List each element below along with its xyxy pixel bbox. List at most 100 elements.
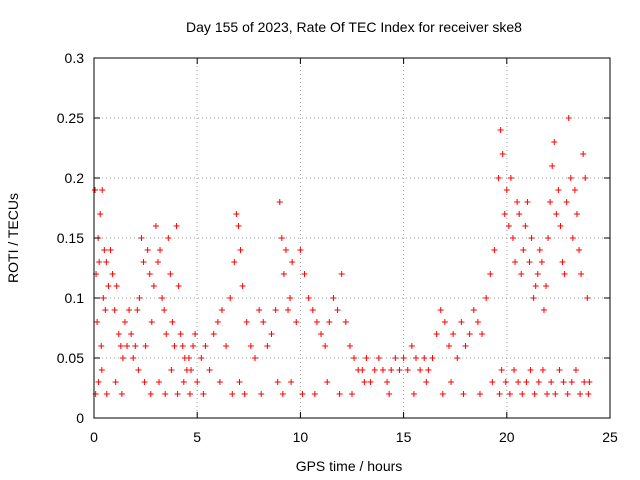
data-point: [582, 175, 589, 181]
data-point: [584, 295, 591, 301]
data-point: [272, 307, 279, 313]
data-point: [545, 235, 552, 241]
data-point: [107, 247, 114, 253]
y-tick-label: 0.05: [57, 350, 84, 366]
data-point: [400, 355, 407, 361]
data-point: [258, 391, 265, 397]
data-point: [218, 307, 225, 313]
data-point: [384, 379, 391, 385]
data-point: [186, 391, 193, 397]
data-point: [326, 319, 333, 325]
data-point: [531, 391, 538, 397]
data-point: [324, 379, 331, 385]
data-point: [446, 343, 453, 349]
data-point: [342, 319, 349, 325]
data-point: [167, 271, 174, 277]
data-point: [289, 259, 296, 265]
data-point: [518, 271, 525, 277]
data-point: [100, 295, 107, 301]
data-point: [511, 367, 518, 373]
data-point: [559, 259, 566, 265]
data-point: [239, 283, 246, 289]
data-point: [497, 127, 504, 133]
data-point: [101, 247, 108, 253]
data-point: [260, 319, 267, 325]
data-point: [534, 271, 541, 277]
data-point: [105, 283, 112, 289]
data-point: [152, 223, 159, 229]
data-point: [282, 247, 289, 253]
data-point: [285, 307, 292, 313]
data-point: [128, 331, 135, 337]
data-point: [503, 187, 510, 193]
data-point: [359, 367, 366, 373]
data-point: [530, 295, 537, 301]
data-point: [404, 367, 411, 373]
data-point: [569, 235, 576, 241]
data-point: [140, 259, 147, 265]
data-point: [552, 391, 559, 397]
data-point: [223, 343, 230, 349]
data-point: [568, 379, 575, 385]
data-point: [334, 307, 341, 313]
data-point: [174, 391, 181, 397]
data-point: [417, 367, 424, 373]
data-point: [549, 163, 556, 169]
data-point: [346, 343, 353, 349]
data-point: [132, 343, 139, 349]
y-tick-label: 0: [76, 410, 84, 426]
data-point: [177, 331, 184, 337]
data-point: [557, 223, 564, 229]
data-point: [429, 355, 436, 361]
data-point: [386, 391, 393, 397]
data-point: [532, 283, 539, 289]
data-point: [117, 343, 124, 349]
data-point: [198, 355, 205, 361]
data-point: [553, 211, 560, 217]
data-point: [305, 295, 312, 301]
data-point: [264, 343, 271, 349]
data-point: [130, 355, 137, 361]
data-point: [487, 271, 494, 277]
data-point: [396, 367, 403, 373]
data-point: [349, 391, 355, 397]
data-point: [421, 355, 428, 361]
data-point: [126, 307, 133, 313]
data-point: [495, 175, 502, 181]
data-point: [124, 343, 131, 349]
data-point: [512, 259, 519, 265]
data-point: [410, 391, 417, 397]
data-point: [200, 391, 207, 397]
data-point: [338, 271, 345, 277]
data-point: [466, 331, 473, 337]
data-point: [322, 343, 329, 349]
data-point: [580, 151, 587, 157]
data-point: [251, 355, 258, 361]
data-point: [462, 343, 469, 349]
data-point: [214, 319, 221, 325]
data-point: [351, 355, 358, 361]
data-point: [577, 391, 584, 397]
data-point: [150, 283, 157, 289]
data-point: [371, 367, 378, 373]
data-point: [163, 331, 170, 337]
data-point: [278, 235, 285, 241]
data-point: [148, 319, 155, 325]
data-point: [564, 391, 571, 397]
data-point: [194, 379, 201, 385]
data-point: [439, 391, 446, 397]
data-point: [154, 259, 161, 265]
data-point: [121, 319, 128, 325]
data-point: [202, 343, 209, 349]
data-point: [441, 319, 448, 325]
data-point: [103, 259, 110, 265]
data-point: [311, 391, 318, 397]
data-point: [548, 379, 555, 385]
data-point: [516, 211, 523, 217]
data-point: [555, 187, 562, 193]
data-point: [408, 343, 415, 349]
data-point: [98, 343, 105, 349]
data-point: [543, 283, 550, 289]
data-point: [112, 379, 119, 385]
